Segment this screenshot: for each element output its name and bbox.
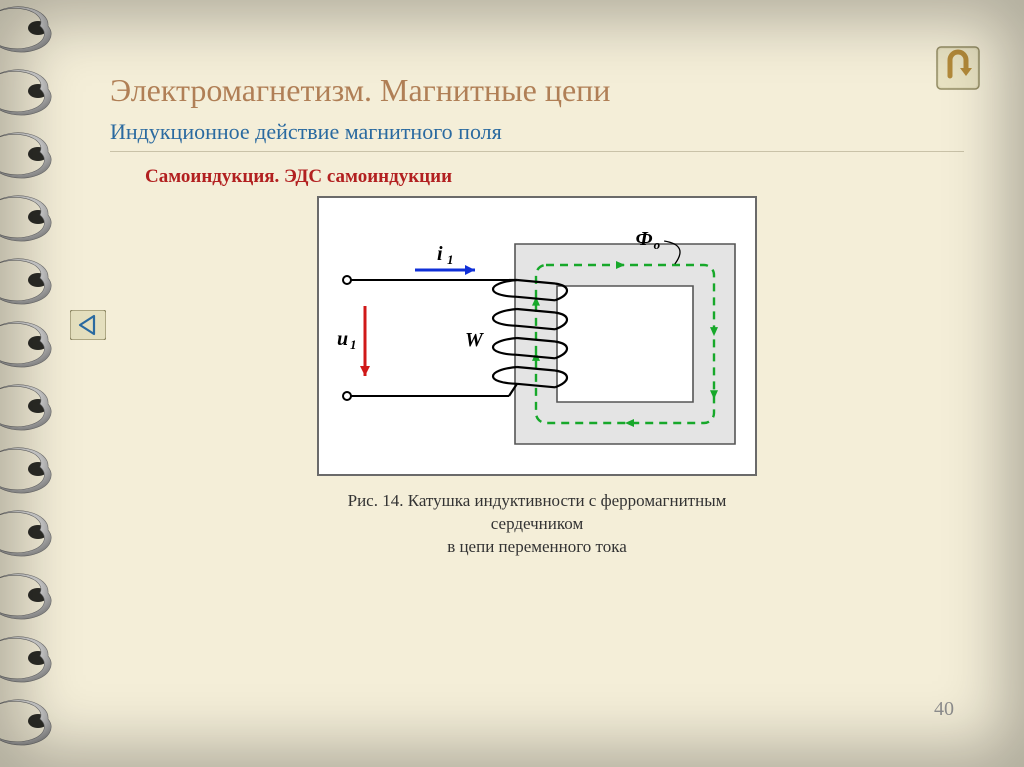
back-button[interactable] [70,310,106,340]
figure: Фоi1u1W Рис. 14. Катушка индуктивности с… [317,196,757,559]
spiral-binding [0,0,60,767]
page-number: 40 [934,698,954,721]
svg-text:1: 1 [350,337,357,352]
inductor-diagram: Фоi1u1W [325,216,739,464]
slide-title: Электромагнетизм. Магнитные цепи [110,72,964,109]
caption-line-1: Рис. 14. Катушка индуктивности с феррома… [348,491,727,533]
caption-line-2: в цепи переменного тока [447,537,627,556]
divider [110,151,964,152]
figure-caption: Рис. 14. Катушка индуктивности с феррома… [317,490,757,559]
figure-frame: Фоi1u1W [317,196,757,476]
slide-content: Электромагнетизм. Магнитные цепи Индукци… [110,72,964,559]
svg-text:u: u [337,328,348,350]
svg-text:W: W [465,329,484,351]
slide-subtitle: Индукционное действие магнитного поля [110,119,964,145]
section-heading: Самоиндукция. ЭДС самоиндукции [145,166,964,188]
svg-text:Ф: Ф [636,228,653,250]
svg-text:i: i [437,243,443,265]
svg-text:о: о [654,237,661,252]
svg-text:1: 1 [447,252,454,267]
